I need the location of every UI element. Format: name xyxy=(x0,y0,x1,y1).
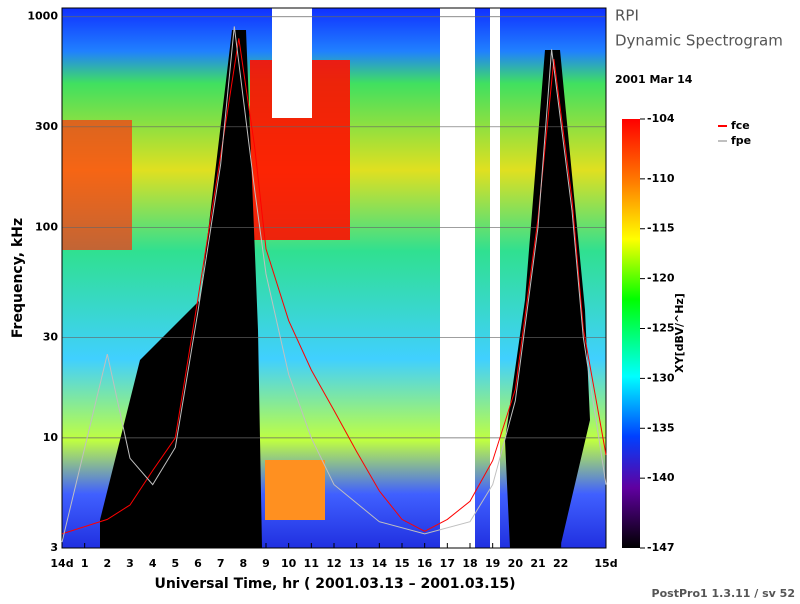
colorbar-tick-label: -135 xyxy=(647,421,675,434)
y-tick-label: 100 xyxy=(35,220,58,233)
x-tick-label: 6 xyxy=(194,557,202,570)
colorbar-tick-label: -140 xyxy=(647,471,675,484)
title: RPI xyxy=(615,7,639,25)
plot-frame xyxy=(61,7,607,549)
y-tick-label: 10 xyxy=(43,431,59,444)
x-tick-label: 22 xyxy=(553,557,568,570)
legend-label: fpe xyxy=(731,134,751,147)
x-tick-label: 18 xyxy=(462,557,477,570)
x-tick-label: 7 xyxy=(217,557,225,570)
x-tick-label: 15d xyxy=(594,557,617,570)
colorbar-tick-label: -130 xyxy=(647,371,675,384)
x-tick-label: 14d xyxy=(50,557,73,570)
x-tick-label: 19 xyxy=(485,557,500,570)
x-tick-label: 13 xyxy=(349,557,364,570)
colorbar-tick-label: -115 xyxy=(647,222,675,235)
colorbar-tick-label: -120 xyxy=(647,272,675,285)
date: 2001 Mar 14 xyxy=(615,73,693,86)
y-tick-label: 1000 xyxy=(27,10,58,23)
subtitle: Dynamic Spectrogram xyxy=(615,32,783,50)
x-axis-label: Universal Time, hr ( 2001.03.13 – 2001.0… xyxy=(154,576,515,592)
colorbar-tick-label: -125 xyxy=(647,322,675,335)
x-tick-label: 14 xyxy=(372,557,388,570)
x-tick-label: 16 xyxy=(417,557,433,570)
x-tick-label: 4 xyxy=(149,557,157,570)
colorbar xyxy=(622,119,640,548)
spectrogram xyxy=(62,8,606,548)
x-tick-label: 2 xyxy=(104,557,112,570)
colorbar-tick-label: -104 xyxy=(647,112,675,125)
colorbar-tick-label: -110 xyxy=(647,172,675,185)
colorbar-tick-label: -147 xyxy=(647,541,675,554)
x-tick-label: 15 xyxy=(394,557,409,570)
y-tick-label: 300 xyxy=(35,120,58,133)
series-line xyxy=(61,38,607,535)
x-tick-label: 12 xyxy=(326,557,341,570)
x-tick-label: 3 xyxy=(126,557,134,570)
footer: PostPro1 1.3.11 / sv 52 xyxy=(652,587,795,600)
x-tick-label: 5 xyxy=(172,557,180,570)
x-tick-label: 17 xyxy=(440,557,455,570)
x-tick-label: 8 xyxy=(240,557,248,570)
x-tick-label: 11 xyxy=(304,557,319,570)
x-tick-label: 21 xyxy=(530,557,545,570)
x-tick-label: 9 xyxy=(262,557,270,570)
x-tick-label: 10 xyxy=(281,557,297,570)
legend-label: fce xyxy=(731,119,750,132)
x-tick-label: 20 xyxy=(508,557,524,570)
y-axis-label: Frequency, kHz xyxy=(10,218,26,338)
series-line xyxy=(61,26,607,543)
y-tick-label: 30 xyxy=(43,330,59,343)
x-tick-label: 1 xyxy=(81,557,89,570)
y-tick-label: 3 xyxy=(50,541,58,554)
colorbar-label: XY[dBV/^Hz] xyxy=(673,293,686,373)
